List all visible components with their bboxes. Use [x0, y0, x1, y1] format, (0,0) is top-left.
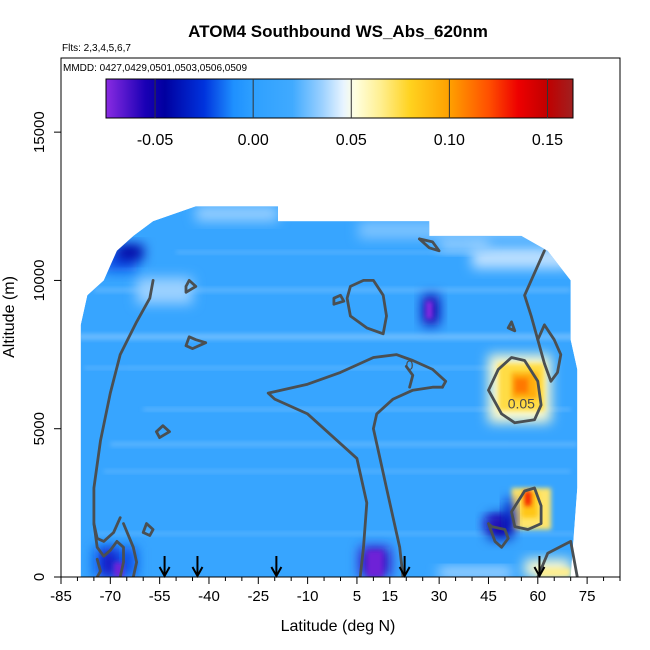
x-axis: -85 -70 -55 -40 -25 -10 5 15 30 45 60 75: [50, 577, 621, 605]
contour-line: [404, 365, 415, 389]
x-tick-label: -70: [99, 588, 121, 605]
field-patch: [504, 499, 515, 530]
field-patch: [524, 490, 532, 506]
flight-arrow: [158, 556, 171, 579]
chart-title: ATOM4 Southbound WS_Abs_620nm: [188, 22, 488, 41]
field-patch: [439, 238, 489, 251]
flight-arrow: [270, 556, 283, 579]
field-patch: [358, 221, 545, 239]
field-streak: [84, 366, 538, 370]
contour-line: [418, 237, 441, 253]
colorbar-tick-label: -0.05: [137, 132, 174, 149]
flight-arrow: [398, 556, 411, 579]
x-tick-label: 15: [381, 588, 398, 605]
field-patch: [472, 247, 571, 269]
contour-line: [510, 486, 543, 531]
y-tick-label: 10000: [31, 260, 48, 302]
field-patch: [514, 378, 528, 394]
contour-line: [372, 385, 444, 577]
x-tick-label: -55: [149, 588, 171, 605]
field-patch: [425, 301, 433, 319]
flight-arrow: [191, 556, 204, 579]
x-tick-label: -25: [247, 588, 269, 605]
x-tick-label: 5: [353, 588, 361, 605]
y-tick-label: 0: [31, 573, 48, 581]
x-tick-label: 60: [529, 588, 546, 605]
data-region: [80, 206, 578, 577]
y-axis: 0 5000 10000 15000: [31, 111, 61, 581]
contour-line: [506, 320, 517, 333]
field-streak: [176, 250, 538, 254]
field-streak: [103, 469, 571, 474]
field-patch: [439, 568, 512, 577]
field-streak: [80, 333, 578, 340]
contour-label: 0: [406, 357, 414, 373]
contour-line: [536, 323, 563, 383]
field-streak: [110, 442, 578, 447]
contour-line: [184, 335, 208, 350]
field-patch: [366, 550, 384, 577]
flights-note: Flts: 2,3,4,5,6,7: [62, 43, 131, 54]
field-patch: [537, 568, 571, 577]
colorbar-tick-label: 0.10: [434, 132, 465, 149]
x-tick-label: -40: [198, 588, 220, 605]
dates-note: MMDD: 0427,0429,0501,0503,0506,0509: [63, 63, 247, 74]
y-axis-label: Altitude (m): [1, 276, 18, 358]
contour-line: [155, 424, 171, 439]
contour-line: [487, 522, 510, 549]
colorbar: -0.05 0.00 0.05 0.10 0.15: [105, 78, 574, 149]
colorbar-tick-label: 0.05: [336, 132, 367, 149]
contour-line: [266, 353, 448, 577]
contour-line: [345, 279, 388, 336]
flight-arrow: [533, 556, 546, 579]
contour-label: 0.05: [508, 396, 535, 412]
colorbar-tick-label: 0.00: [238, 132, 269, 149]
contour-line: [487, 356, 543, 425]
contour-line: [332, 293, 346, 306]
contour-line: [184, 279, 198, 294]
flight-markers: [158, 556, 546, 579]
x-tick-label: 75: [579, 588, 596, 605]
field-patch: [136, 277, 193, 305]
contour-line: [122, 522, 138, 577]
field-patch: [113, 562, 124, 577]
x-tick-label: 30: [431, 588, 448, 605]
contour-line: [95, 557, 102, 577]
x-tick-label: 45: [480, 588, 497, 605]
y-tick-label: 5000: [31, 412, 48, 445]
field-background: [80, 206, 578, 577]
field-patch: [116, 244, 144, 260]
x-tick-label: -85: [50, 588, 72, 605]
colorbar-gradient: [105, 78, 574, 119]
x-axis-label: Latitude (deg N): [281, 618, 396, 635]
field-streak: [93, 287, 571, 293]
contour-line: [141, 522, 155, 537]
contour-line: [523, 249, 546, 342]
field-patch: [103, 550, 114, 577]
heatmap-field: [80, 206, 578, 577]
field-streak: [143, 407, 571, 411]
contour-line: [536, 540, 579, 577]
y-tick-label: 15000: [31, 111, 48, 153]
contour-line: [92, 516, 122, 543]
field-patch: [485, 517, 505, 530]
field-patch: [195, 206, 279, 222]
field-streak: [93, 531, 578, 536]
colorbar-tick-label: 0.15: [532, 132, 563, 149]
contour-lines: 00.05: [92, 237, 579, 577]
x-tick-label: -10: [297, 588, 319, 605]
